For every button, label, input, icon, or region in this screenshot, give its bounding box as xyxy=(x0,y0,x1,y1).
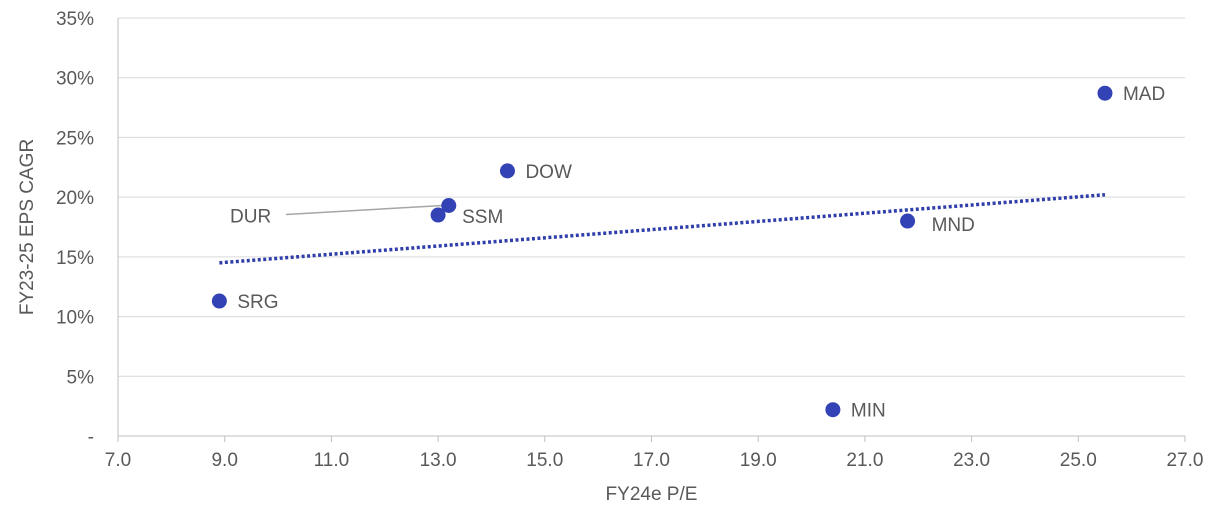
x-tick-label: 15.0 xyxy=(526,450,563,471)
x-tick-label: 17.0 xyxy=(633,450,670,471)
y-tick-label: 30% xyxy=(56,69,94,90)
point-label-dow: DOW xyxy=(525,162,572,183)
y-axis-ticks: - 5% 10% 15% 20% 25% 30% 35% xyxy=(56,9,94,448)
label-leader-lines xyxy=(285,204,443,216)
y-axis-title: FY23-25 EPS CAGR xyxy=(17,139,38,315)
x-axis-title: FY24e P/E xyxy=(606,484,698,505)
x-axis-ticks: 7.0 9.0 11.0 13.0 15.0 17.0 19.0 21.0 23.0 25.0 27… xyxy=(105,436,1204,471)
data-point-labels: SRG SSM DUR DOW MIN MND MAD xyxy=(230,84,1165,421)
x-tick-label: 27.0 xyxy=(1167,450,1204,471)
y-tick-label: 5% xyxy=(67,367,95,388)
data-point-mnd xyxy=(900,213,916,229)
point-label-dur: DUR xyxy=(230,207,271,228)
x-tick-label: 23.0 xyxy=(953,450,990,471)
y-tick-label: 25% xyxy=(56,128,94,149)
y-tick-label: 15% xyxy=(56,248,94,269)
y-tick-label: - xyxy=(88,427,94,448)
point-label-ssm: SSM xyxy=(462,207,503,228)
point-label-mad: MAD xyxy=(1123,84,1165,105)
x-tick-label: 19.0 xyxy=(740,450,777,471)
data-point-dow xyxy=(499,163,515,179)
data-point-srg xyxy=(211,293,227,309)
point-label-mnd: MND xyxy=(932,215,975,236)
leader-line-dur xyxy=(285,204,443,216)
x-tick-label: 25.0 xyxy=(1060,450,1097,471)
data-point-mad xyxy=(1097,85,1113,101)
data-point-ssm xyxy=(430,207,446,223)
x-tick-label: 11.0 xyxy=(314,450,350,471)
point-label-min: MIN xyxy=(851,401,886,422)
data-point-dur xyxy=(441,198,457,214)
y-tick-label: 20% xyxy=(56,188,94,209)
data-point-min xyxy=(825,402,841,418)
gridlines xyxy=(118,17,1185,377)
x-tick-label: 9.0 xyxy=(211,450,237,471)
x-tick-label: 21.0 xyxy=(846,450,883,471)
y-tick-label: 35% xyxy=(56,9,94,30)
x-tick-label: 7.0 xyxy=(105,450,131,471)
point-label-srg: SRG xyxy=(237,292,278,313)
data-points xyxy=(211,85,1113,418)
x-tick-label: 13.0 xyxy=(420,450,457,471)
y-tick-label: 10% xyxy=(56,308,94,329)
